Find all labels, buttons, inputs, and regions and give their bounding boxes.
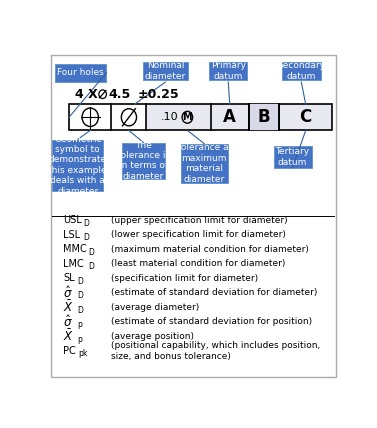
- Text: The
tolerance is
in terms of
diameter: The tolerance is in terms of diameter: [117, 141, 170, 181]
- Text: D: D: [88, 262, 94, 271]
- Text: C: C: [300, 108, 312, 126]
- Text: D: D: [77, 306, 83, 315]
- Text: A: A: [223, 108, 236, 126]
- Text: $\hat{\sigma}$: $\hat{\sigma}$: [63, 314, 73, 330]
- Text: (specification limit for diameter): (specification limit for diameter): [112, 273, 259, 282]
- Text: $\bar{X}$: $\bar{X}$: [63, 328, 74, 344]
- Text: 4.5: 4.5: [109, 88, 131, 101]
- Text: Secondary
datum: Secondary datum: [277, 62, 325, 81]
- Text: MMC: MMC: [63, 244, 87, 254]
- Text: .10: .10: [161, 112, 179, 122]
- Text: B: B: [258, 108, 270, 126]
- Text: Tolerance at
maximum
material
diameter: Tolerance at maximum material diameter: [177, 143, 232, 184]
- Text: 4 X: 4 X: [75, 88, 98, 101]
- FancyBboxPatch shape: [282, 62, 321, 80]
- FancyBboxPatch shape: [51, 55, 336, 377]
- FancyBboxPatch shape: [274, 146, 311, 167]
- FancyBboxPatch shape: [52, 140, 103, 190]
- FancyBboxPatch shape: [209, 62, 247, 80]
- Text: D: D: [88, 248, 94, 257]
- Text: Tertiary
datum: Tertiary datum: [276, 147, 310, 166]
- Text: LMC: LMC: [63, 259, 84, 269]
- Text: M: M: [182, 112, 192, 122]
- Text: $\bar{X}$: $\bar{X}$: [63, 299, 74, 315]
- Text: (positional capability, which includes position,
size, and bonus tolerance): (positional capability, which includes p…: [112, 341, 321, 361]
- FancyBboxPatch shape: [143, 62, 188, 80]
- Text: (estimate of standard deviation for diameter): (estimate of standard deviation for diam…: [112, 288, 318, 297]
- Text: D: D: [77, 277, 83, 286]
- FancyBboxPatch shape: [181, 144, 228, 183]
- Text: (average diameter): (average diameter): [112, 303, 200, 312]
- Text: (least material condition for diameter): (least material condition for diameter): [112, 259, 286, 268]
- Text: (estimate of standard deviation for position): (estimate of standard deviation for posi…: [112, 317, 313, 326]
- Text: p: p: [77, 335, 82, 344]
- Text: D: D: [83, 219, 89, 228]
- Text: ±0.25: ±0.25: [138, 88, 179, 101]
- FancyBboxPatch shape: [122, 143, 166, 179]
- Text: D: D: [77, 291, 83, 300]
- Text: (average position): (average position): [112, 332, 195, 341]
- Text: Nominal
diameter: Nominal diameter: [145, 62, 186, 81]
- Text: (maximum material condition for diameter): (maximum material condition for diameter…: [112, 244, 309, 254]
- Text: (lower specification limit for diameter): (lower specification limit for diameter): [112, 230, 286, 239]
- FancyBboxPatch shape: [146, 104, 332, 131]
- Text: Primary
datum: Primary datum: [211, 62, 246, 81]
- Text: Four holes: Four holes: [57, 68, 104, 77]
- Text: $\hat{\sigma}$: $\hat{\sigma}$: [63, 285, 73, 300]
- Text: SL: SL: [63, 273, 75, 283]
- Text: Geometric
symbol to
demonstrate
this example
deals with a
diameter: Geometric symbol to demonstrate this exa…: [49, 134, 107, 196]
- Text: D: D: [83, 233, 89, 242]
- FancyBboxPatch shape: [249, 104, 279, 131]
- Text: p: p: [77, 321, 82, 330]
- Text: (upper specification limit for diameter): (upper specification limit for diameter): [112, 216, 288, 225]
- Text: pk: pk: [78, 349, 88, 358]
- FancyBboxPatch shape: [55, 64, 106, 82]
- Text: USL: USL: [63, 215, 82, 225]
- Text: LSL: LSL: [63, 229, 80, 240]
- Text: PC: PC: [63, 345, 76, 356]
